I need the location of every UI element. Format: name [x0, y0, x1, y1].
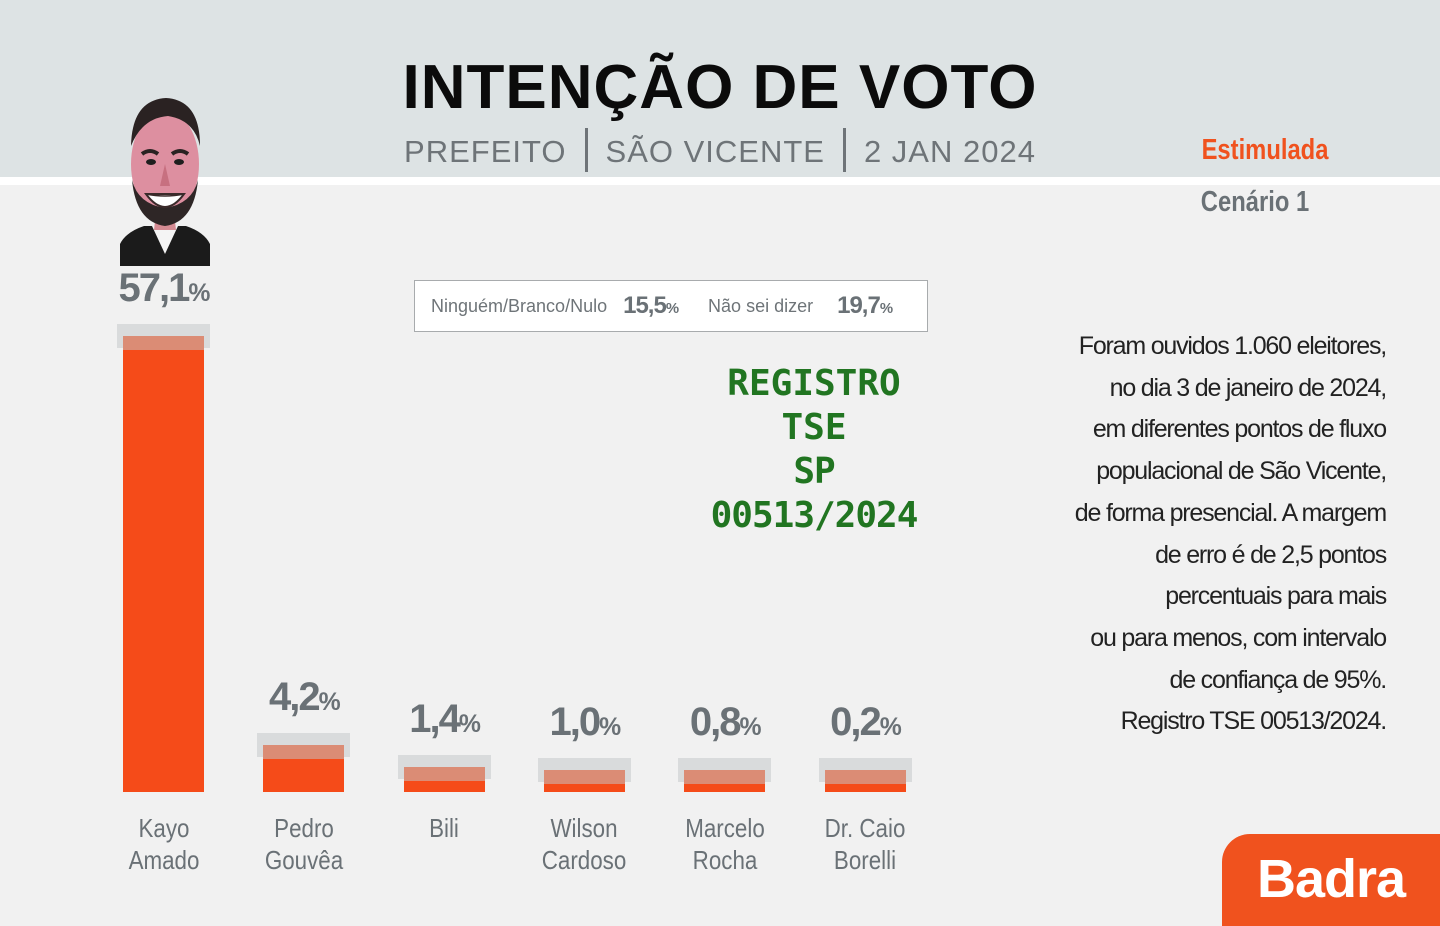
category-label-line: Pedro [273, 813, 334, 843]
category-label-line: Marcelo [684, 813, 765, 843]
value-label-unit: % [879, 714, 902, 741]
category-label-line: Kayo [138, 813, 189, 843]
category-label: Kayo Amado [95, 812, 233, 876]
bar-cap [543, 770, 625, 784]
category-label-line: Wilson [550, 813, 618, 843]
category-label: Wilson Cardoso [516, 812, 654, 876]
category-label-line: Borelli [833, 845, 897, 875]
bar-cap [684, 770, 766, 784]
methodology-note: Foram ouvidos 1.060 eleitores, no dia 3 d… [1050, 326, 1388, 743]
value-label: 1,4% [364, 697, 524, 742]
bar-cap [824, 770, 906, 784]
note-line: de erro é de 2,5 pontos [1155, 540, 1387, 569]
legend-value-ninguem: 15,5% [623, 292, 679, 320]
value-label: 4,2% [224, 675, 384, 720]
bar [824, 784, 906, 792]
subtitle-office: PREFEITO [404, 134, 567, 169]
page-title: INTENÇÃO DE VOTO [402, 53, 1038, 122]
value-label-unit: % [318, 689, 341, 717]
subtitle-separator [584, 128, 588, 172]
value-label-number: 57,1 [118, 266, 191, 310]
subtitle-separator [842, 128, 846, 172]
legend-label-ninguem: Ninguém/Branco/Nulo [431, 295, 608, 316]
caricature-portrait-icon [120, 98, 210, 266]
bar [263, 759, 345, 792]
category-label-line: Cardoso [542, 845, 627, 875]
legend-value-nao-sei-unit: % [879, 301, 893, 317]
note-line: populacional de São Vicente, [1096, 457, 1387, 486]
value-label-number: 4,2 [268, 675, 321, 720]
note-line: em diferentes pontos de fluxo [1092, 415, 1387, 444]
bar-cap [403, 767, 485, 782]
stamp-line-2: SP 00513/2024 [710, 451, 919, 536]
brand-logo-text: Badra [1256, 849, 1406, 909]
value-label: 1,0% [504, 700, 664, 745]
note-line: de forma presencial. A margem [1074, 498, 1387, 527]
scenario-type: Estimulada [1201, 134, 1329, 166]
bar [684, 784, 766, 792]
category-label-line: Rocha [692, 845, 758, 875]
header-band [0, 0, 1440, 177]
value-label-number: 1,4 [409, 697, 461, 742]
header-divider [0, 177, 1440, 185]
legend-box: Ninguém/Branco/Nulo 15,5% Não sei dizer … [414, 280, 928, 332]
stamp-line-1: REGISTRO TSE [727, 363, 901, 448]
subtitle-date: 2 JAN 2024 [863, 134, 1036, 169]
value-label-number: 0,8 [689, 700, 742, 744]
note-line: ou para menos, com intervalo [1090, 623, 1387, 652]
value-label-unit: % [599, 714, 621, 741]
value-label: 57,1% [84, 266, 244, 311]
subtitle-city: SÃO VICENTE [605, 134, 825, 169]
bar [403, 781, 485, 792]
category-label: Bili [375, 812, 513, 844]
value-label: 0,2% [785, 700, 945, 745]
value-label-unit: % [739, 714, 761, 741]
bar-cap [263, 745, 345, 760]
value-label: 0,8% [645, 700, 805, 745]
value-label-unit: % [458, 711, 481, 739]
note-line: de confiança de 95%. [1169, 665, 1388, 694]
scenario-name: Cenário 1 [1200, 186, 1310, 218]
tse-registration-stamp: REGISTRO TSE SP 00513/2024 [706, 362, 922, 538]
brand-logo: Badra [1222, 834, 1440, 926]
legend-value-nao-sei: 19,7% [837, 292, 893, 320]
bar-cap [123, 336, 204, 350]
value-label-unit: % [188, 280, 210, 307]
note-line: percentuais para mais [1165, 582, 1387, 611]
legend-value-nao-sei-number: 19,7 [837, 292, 881, 319]
bar [543, 784, 625, 792]
category-label-line: Gouvêa [264, 845, 343, 875]
category-label-line: Amado [128, 845, 199, 875]
legend-value-ninguem-number: 15,5 [623, 292, 667, 319]
category-label: Pedro Gouvêa [235, 812, 373, 876]
legend-value-ninguem-unit: % [665, 301, 679, 317]
note-line: no dia 3 de janeiro de 2024, [1109, 373, 1388, 402]
category-label: Marcelo Rocha [656, 812, 794, 876]
legend-label-nao-sei: Não sei dizer [708, 295, 814, 316]
category-label-line: Dr. Caio [824, 813, 906, 843]
subtitle: PREFEITO SÃO VICENTE 2 JAN 2024 [0, 128, 1440, 172]
note-line: Foram ouvidos 1.060 eleitores, [1078, 332, 1387, 360]
value-label-number: 0,2 [830, 700, 882, 744]
bar [123, 350, 204, 792]
note-line: Registro TSE 00513/2024. [1120, 707, 1388, 736]
value-label-number: 1,0 [549, 700, 602, 744]
category-label-line: Bili [429, 813, 459, 843]
category-label: Dr. Caio Borelli [796, 812, 934, 876]
